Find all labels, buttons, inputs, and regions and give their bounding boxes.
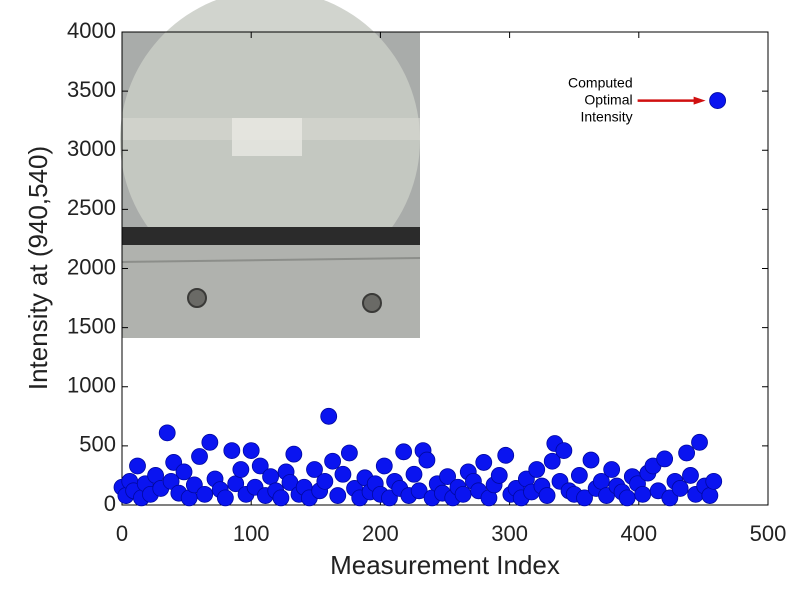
point bbox=[251, 457, 269, 475]
inset-photo bbox=[120, 0, 421, 338]
x-tick-label: 500 bbox=[750, 521, 787, 546]
x-tick-label: 100 bbox=[233, 521, 270, 546]
point bbox=[324, 452, 341, 470]
point bbox=[691, 433, 708, 451]
point bbox=[306, 461, 323, 478]
point bbox=[576, 489, 593, 507]
point bbox=[262, 468, 279, 486]
y-tick-label: 3000 bbox=[67, 136, 116, 161]
point bbox=[543, 452, 561, 470]
point bbox=[320, 407, 338, 425]
point bbox=[682, 467, 699, 484]
point bbox=[405, 465, 423, 483]
point bbox=[701, 487, 719, 504]
point bbox=[285, 445, 303, 463]
point bbox=[162, 472, 180, 490]
point bbox=[410, 482, 428, 500]
annotation-arrowhead bbox=[693, 96, 706, 105]
point bbox=[582, 451, 600, 469]
point bbox=[191, 448, 208, 465]
annotation-text: Intensity bbox=[580, 108, 632, 124]
point bbox=[603, 461, 621, 478]
point bbox=[618, 489, 636, 507]
y-tick-label: 1500 bbox=[67, 313, 116, 338]
point bbox=[196, 485, 214, 503]
point bbox=[340, 444, 358, 462]
y-tick-label: 500 bbox=[79, 432, 116, 457]
y-tick-label: 1000 bbox=[67, 373, 116, 398]
y-tick-label: 3500 bbox=[67, 77, 116, 102]
point bbox=[490, 467, 508, 484]
point bbox=[272, 489, 290, 507]
point bbox=[570, 467, 588, 484]
y-tick-label: 4000 bbox=[67, 18, 116, 43]
point bbox=[232, 461, 250, 478]
point bbox=[656, 450, 674, 468]
x-tick-label: 0 bbox=[116, 521, 128, 546]
point bbox=[158, 424, 176, 442]
point bbox=[175, 463, 193, 481]
point bbox=[242, 442, 260, 460]
x-tick-label: 300 bbox=[491, 521, 528, 546]
point bbox=[223, 442, 241, 460]
y-tick-label: 2500 bbox=[67, 195, 116, 220]
point bbox=[538, 487, 556, 504]
point bbox=[528, 461, 546, 478]
point bbox=[334, 465, 352, 483]
point bbox=[555, 442, 573, 460]
y-axis-label: Intensity at (940,540) bbox=[23, 146, 53, 390]
y-tick-label: 2000 bbox=[67, 254, 116, 279]
point bbox=[395, 443, 413, 461]
point bbox=[439, 468, 456, 486]
point bbox=[216, 489, 234, 507]
point bbox=[634, 485, 652, 503]
point bbox=[129, 457, 146, 475]
x-tick-label: 200 bbox=[362, 521, 399, 546]
point bbox=[475, 454, 493, 471]
point bbox=[678, 444, 696, 462]
point bbox=[705, 472, 723, 490]
annotation-text: Optimal bbox=[584, 91, 632, 107]
point bbox=[375, 457, 393, 475]
annotation-text: Computed bbox=[568, 74, 633, 90]
point bbox=[709, 92, 727, 109]
point bbox=[418, 451, 436, 469]
y-tick-label: 0 bbox=[104, 491, 116, 516]
x-tick-label: 400 bbox=[620, 521, 657, 546]
point bbox=[316, 472, 334, 490]
point bbox=[497, 446, 515, 464]
point bbox=[671, 480, 689, 497]
point bbox=[329, 487, 347, 504]
point bbox=[454, 485, 472, 503]
point bbox=[201, 433, 219, 451]
x-axis-label: Measurement Index bbox=[330, 550, 560, 580]
